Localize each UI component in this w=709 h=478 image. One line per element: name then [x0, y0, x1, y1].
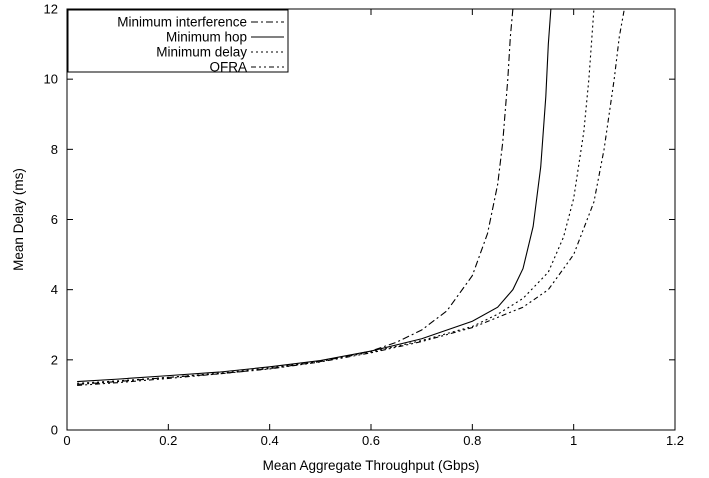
y-tick-label: 0: [51, 423, 58, 438]
y-tick-label: 10: [44, 72, 58, 87]
y-axis-label: Mean Delay (ms): [11, 168, 26, 271]
series-line-3: [77, 9, 595, 384]
y-tick-label: 6: [51, 212, 58, 227]
series-line-2: [77, 9, 552, 383]
x-tick-label: 0: [63, 433, 70, 448]
axes: 0 0.2 0.4 0.6 0.8 1 1.2 0 2 4 6 8 10 12: [44, 2, 685, 449]
x-tick-label: 1.2: [666, 433, 684, 448]
x-tick-label: 0.8: [463, 433, 481, 448]
legend-label: OFRA: [209, 60, 247, 75]
x-tick-label: 0.4: [261, 433, 279, 448]
legend-box: [67, 9, 289, 73]
x-tick-label: 1: [570, 433, 577, 448]
series-line-4: [77, 9, 625, 386]
x-tick-label: 0.2: [159, 433, 177, 448]
y-tick-label: 4: [51, 282, 58, 297]
legend-label: Minimum interference: [117, 15, 247, 30]
x-tick-label: 0.6: [362, 433, 380, 448]
y-tick-label: 2: [51, 352, 58, 367]
legend-label: Minimum hop: [166, 30, 247, 45]
x-axis-label: Mean Aggregate Throughput (Gbps): [263, 458, 480, 473]
legend-label: Minimum delay: [156, 45, 247, 60]
plot-area: [77, 9, 625, 386]
y-tick-label: 12: [44, 2, 58, 17]
y-tick-label: 8: [51, 142, 58, 157]
